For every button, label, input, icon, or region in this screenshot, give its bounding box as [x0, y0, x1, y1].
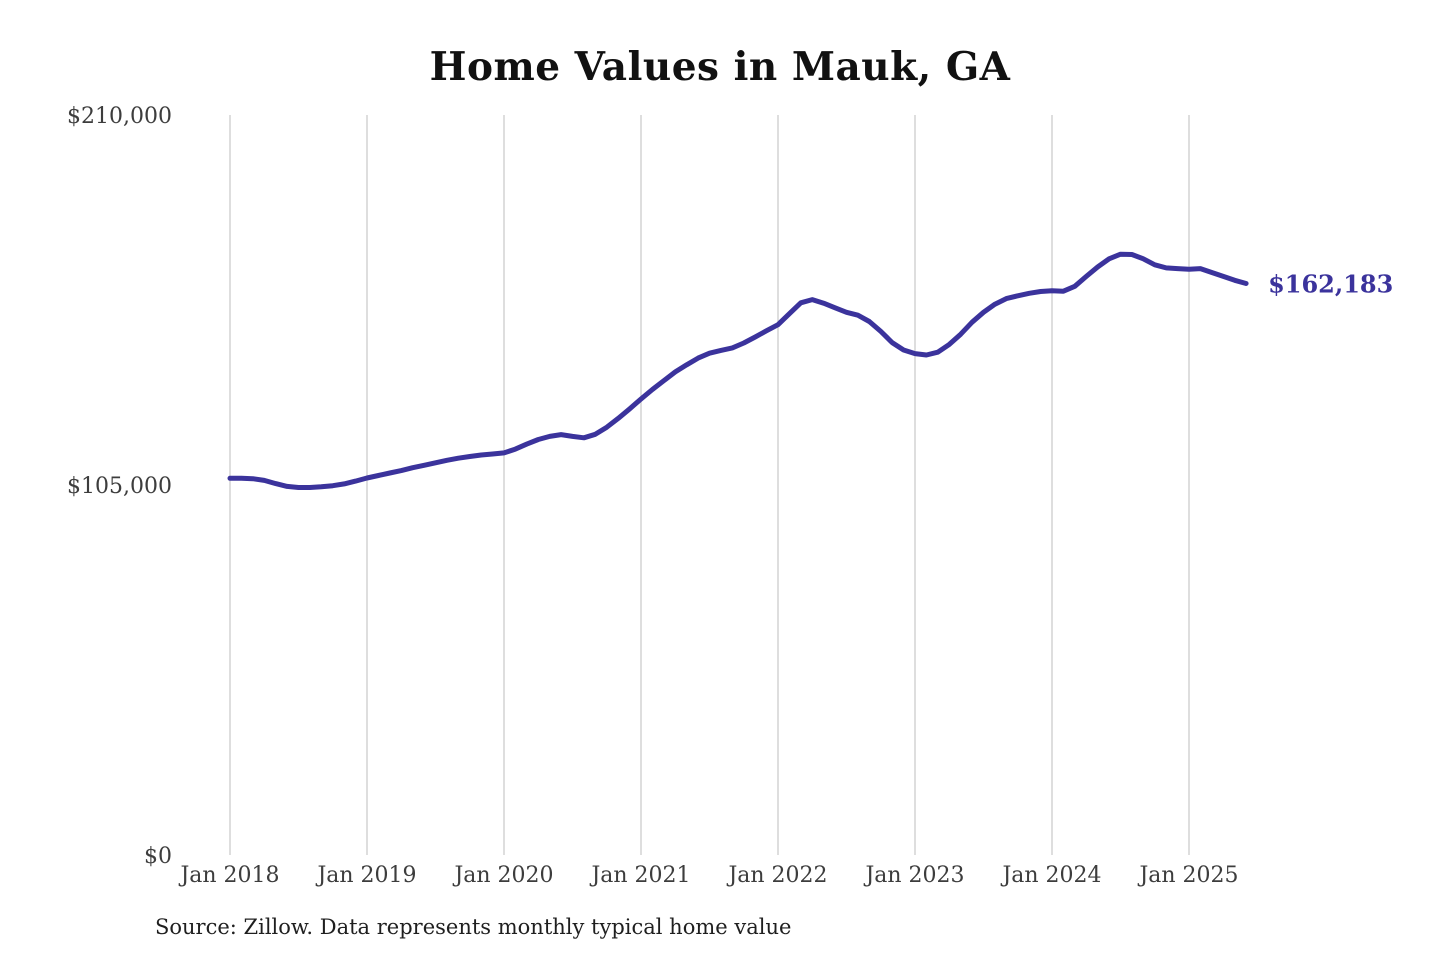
home-value-series-line	[227, 251, 1249, 490]
x-tick-label: Jan 2018	[178, 863, 279, 888]
x-tick-label: Jan 2024	[1000, 863, 1101, 888]
x-tick-label: Jan 2020	[452, 863, 553, 888]
x-tick-label: Jan 2019	[315, 863, 416, 888]
source-note: Source: Zillow. Data represents monthly …	[155, 915, 792, 939]
vertical-gridlines	[229, 115, 1190, 855]
series-group: $162,183	[227, 251, 1393, 490]
x-tick-label: Jan 2021	[589, 863, 690, 888]
y-axis-tick-labels: $0 $105,000 $210,000	[67, 104, 172, 869]
x-tick-label: Jan 2023	[863, 863, 964, 888]
x-tick-label: Jan 2022	[726, 863, 827, 888]
x-axis-tick-labels: Jan 2018 Jan 2019 Jan 2020 Jan 2021 Jan 2022…	[178, 863, 1238, 888]
y-tick-label: $0	[144, 844, 172, 869]
chart-title: Home Values in Mauk, GA	[429, 44, 1011, 90]
y-tick-label: $210,000	[67, 104, 172, 129]
y-tick-label: $105,000	[67, 474, 172, 499]
x-tick-label: Jan 2025	[1137, 863, 1238, 888]
latest-value-label: $162,183	[1268, 269, 1393, 298]
